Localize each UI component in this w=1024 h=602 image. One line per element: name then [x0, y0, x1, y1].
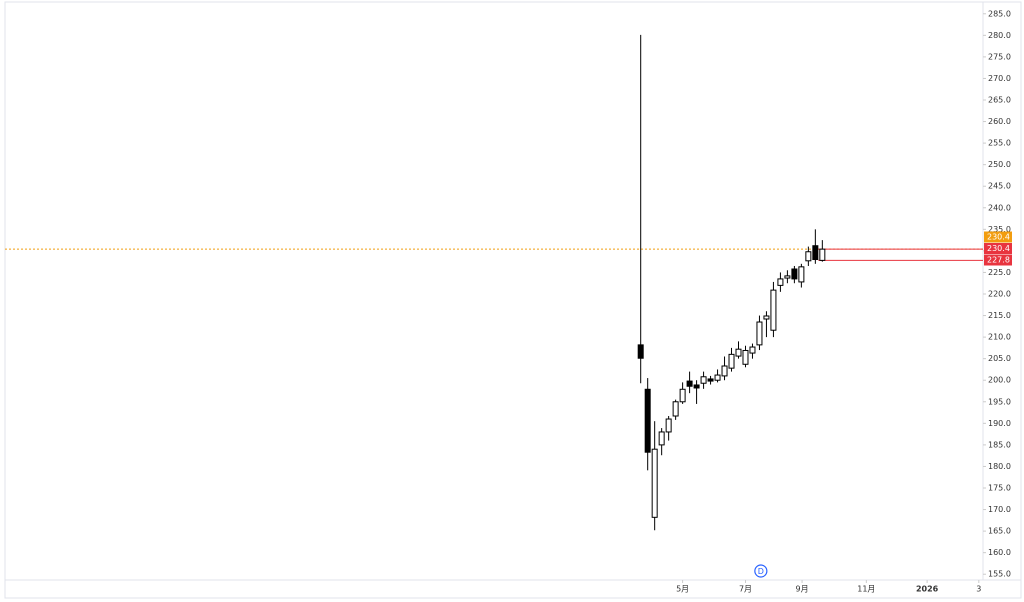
candle-body [749, 346, 756, 354]
y-tick-label: 250.0 [988, 160, 1011, 169]
candle-body [742, 349, 749, 365]
candle-body [644, 388, 651, 453]
price-label: 230.4 [987, 233, 1010, 242]
candle-body [658, 431, 665, 446]
y-tick-label: 190.0 [988, 419, 1011, 428]
y-tick-label: 175.0 [988, 484, 1011, 493]
candle-body [651, 448, 658, 518]
y-tick-label: 205.0 [988, 354, 1011, 363]
event-marker-label: D [758, 567, 764, 576]
candle-body [686, 380, 693, 387]
price-label: 230.4 [987, 244, 1010, 253]
candle-body [812, 245, 819, 261]
y-tick-label: 165.0 [988, 527, 1011, 536]
y-tick-label: 170.0 [988, 505, 1011, 514]
y-tick-label: 220.0 [988, 290, 1011, 299]
y-tick-label: 245.0 [988, 182, 1011, 191]
y-tick-label: 260.0 [988, 117, 1011, 126]
x-tick-label: 3 [976, 585, 981, 594]
chart-frame [4, 1, 1022, 599]
x-tick-label: 7月 [739, 585, 752, 594]
y-tick-label: 160.0 [988, 548, 1011, 557]
y-tick-label: 270.0 [988, 74, 1011, 83]
candle-body [756, 321, 763, 346]
y-tick-label: 215.0 [988, 311, 1011, 320]
x-tick-label: 5月 [676, 585, 689, 594]
y-tick-label: 180.0 [988, 462, 1011, 471]
candle-body [707, 378, 714, 382]
y-tick-label: 280.0 [988, 31, 1011, 40]
candle-body [672, 401, 679, 417]
candle-body [791, 268, 798, 280]
price-label-box [984, 231, 1012, 243]
price-label: 227.8 [987, 256, 1010, 265]
event-marker [754, 564, 768, 578]
y-tick-label: 185.0 [988, 440, 1011, 449]
y-tick-label: 275.0 [988, 52, 1011, 61]
candle-body [679, 388, 686, 403]
y-tick-label: 235.0 [988, 225, 1011, 234]
candle-body [777, 278, 784, 286]
y-tick-label: 265.0 [988, 96, 1011, 105]
candle-body [805, 251, 812, 262]
price-label-box [984, 254, 1012, 266]
y-tick-label: 210.0 [988, 333, 1011, 342]
y-tick-label: 240.0 [988, 203, 1011, 212]
y-tick-label: 225.0 [988, 268, 1011, 277]
candle-body [770, 289, 777, 331]
y-tick-label: 255.0 [988, 139, 1011, 148]
candle-body [763, 315, 770, 320]
candle-body [693, 384, 700, 389]
y-tick-label: 155.0 [988, 570, 1011, 579]
price-label-box [984, 243, 1012, 254]
candle-body [714, 374, 721, 381]
y-tick-label: 195.0 [988, 397, 1011, 406]
candle-body [735, 348, 742, 357]
x-tick-label: 2026 [916, 585, 939, 594]
candle-body [665, 418, 672, 433]
candle-body [798, 266, 805, 283]
candle-body [784, 275, 791, 279]
candle-body [721, 365, 728, 377]
candle-body [700, 376, 707, 384]
x-tick-label: 11月 [857, 585, 875, 594]
y-tick-label: 200.0 [988, 376, 1011, 385]
candle-body [819, 248, 826, 261]
x-tick-label: 9月 [796, 585, 809, 594]
y-tick-label: 285.0 [988, 9, 1011, 18]
candle-body [728, 353, 735, 369]
candle-body [637, 344, 644, 359]
